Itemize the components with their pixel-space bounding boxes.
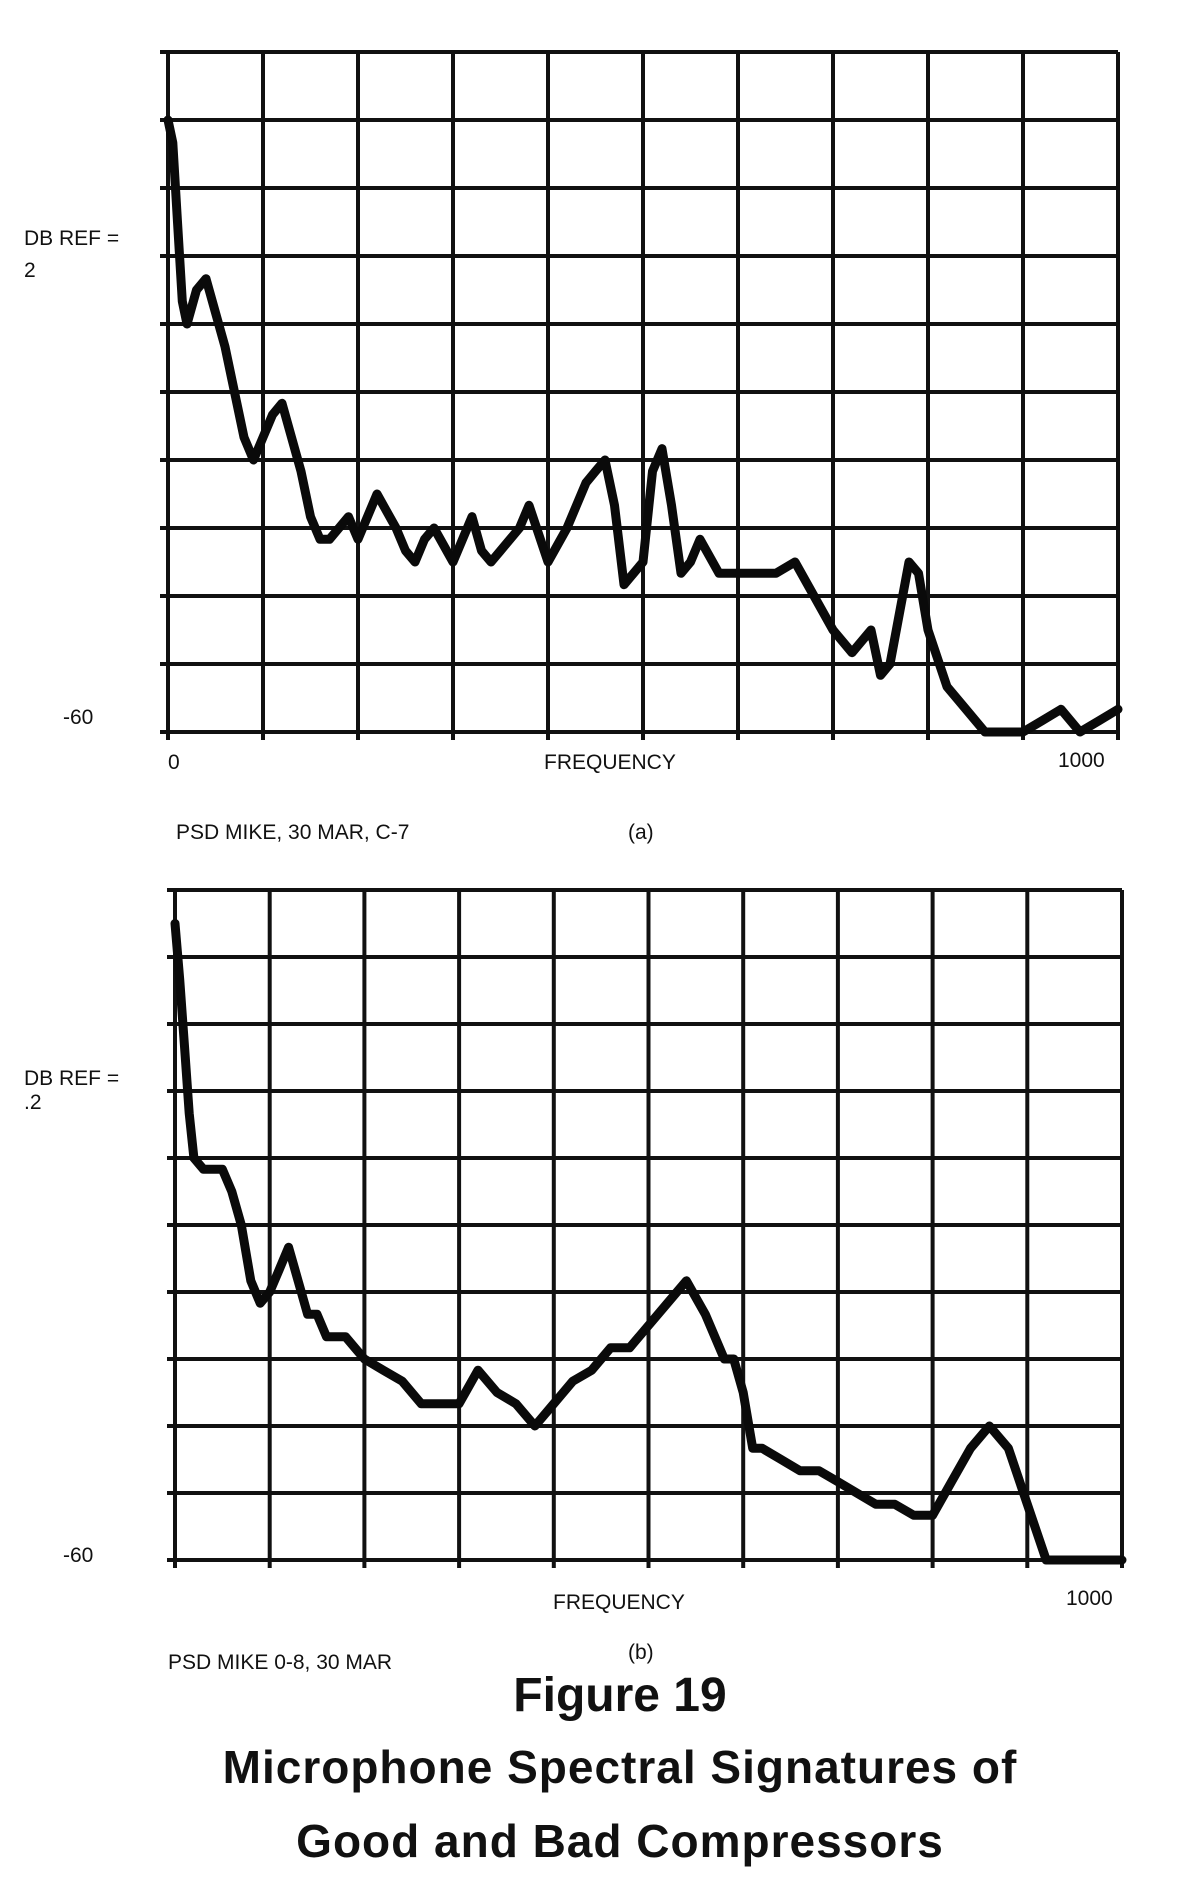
chart-b-series-line	[170, 919, 1127, 1565]
chart-a-xlabel: FREQUENCY	[544, 751, 676, 774]
chart-b-ylabel-line2: .2	[24, 1091, 42, 1114]
chart-a-plot	[160, 50, 1123, 740]
chart-b-xlabel: FREQUENCY	[553, 1591, 685, 1614]
chart-b-source-text: PSD MIKE 0-8, 30 MAR	[168, 1651, 393, 1674]
chart-a-ylabel-line2: 2	[24, 259, 36, 282]
chart-a-y-bottom-label: -60	[63, 706, 94, 729]
chart-panel-b: DB REF = .2 -60 FREQUENCY 1000 PSD MIKE …	[0, 860, 1200, 1700]
chart-b-x-end-label: 1000	[1066, 1587, 1113, 1610]
chart-a-source-text: PSD MIKE, 30 MAR, C-7	[176, 821, 410, 844]
chart-b-y-bottom-label: -60	[63, 1544, 94, 1567]
chart-b-grid	[167, 888, 1124, 1568]
chart-b-ylabel-line1: DB REF =	[24, 1067, 120, 1090]
chart-a-grid	[160, 50, 1120, 740]
chart-a-ylabel-line1: DB REF =	[24, 227, 120, 250]
chart-a-x-end-label: 1000	[1058, 749, 1105, 772]
chart-a-series-line	[163, 115, 1123, 737]
figure-title-line2: Good and Bad Compressors	[296, 1815, 944, 1867]
chart-b-plot	[167, 888, 1127, 1568]
chart-a-panel-label: (a)	[628, 821, 654, 844]
chart-panel-a: DB REF = 2 -60 0 FREQUENCY 1000 PSD MIKE…	[0, 0, 1200, 860]
figure-title-line1: Microphone Spectral Signatures of	[222, 1741, 1018, 1793]
chart-b-panel-label: (b)	[628, 1641, 654, 1664]
chart-a-x-start-label: 0	[168, 751, 180, 774]
figure-number: Figure 19	[513, 1669, 727, 1722]
